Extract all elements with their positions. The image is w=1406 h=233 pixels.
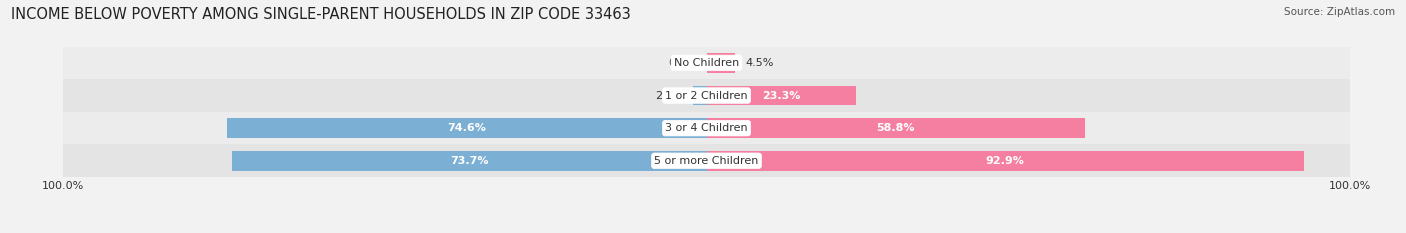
Bar bbox=[63, 47, 1350, 79]
Bar bbox=[63, 112, 1350, 144]
Text: 3 or 4 Children: 3 or 4 Children bbox=[665, 123, 748, 133]
Text: 92.9%: 92.9% bbox=[986, 156, 1025, 166]
Text: 23.3%: 23.3% bbox=[762, 91, 800, 100]
Text: Source: ZipAtlas.com: Source: ZipAtlas.com bbox=[1284, 7, 1395, 17]
Bar bbox=[693, 86, 707, 105]
Text: 2.1%: 2.1% bbox=[655, 91, 683, 100]
Bar bbox=[707, 151, 1305, 171]
Text: 5 or more Children: 5 or more Children bbox=[654, 156, 759, 166]
Text: 73.7%: 73.7% bbox=[450, 156, 489, 166]
Text: 58.8%: 58.8% bbox=[876, 123, 915, 133]
Text: 74.6%: 74.6% bbox=[447, 123, 486, 133]
Bar bbox=[707, 86, 856, 105]
Text: 0.0%: 0.0% bbox=[669, 58, 697, 68]
Bar bbox=[63, 79, 1350, 112]
Bar bbox=[226, 118, 707, 138]
Bar bbox=[63, 144, 1350, 177]
Text: 1 or 2 Children: 1 or 2 Children bbox=[665, 91, 748, 100]
Text: 4.5%: 4.5% bbox=[745, 58, 773, 68]
Bar bbox=[232, 151, 707, 171]
Bar bbox=[707, 118, 1085, 138]
Bar bbox=[707, 53, 735, 73]
Text: INCOME BELOW POVERTY AMONG SINGLE-PARENT HOUSEHOLDS IN ZIP CODE 33463: INCOME BELOW POVERTY AMONG SINGLE-PARENT… bbox=[11, 7, 631, 22]
Text: No Children: No Children bbox=[673, 58, 740, 68]
